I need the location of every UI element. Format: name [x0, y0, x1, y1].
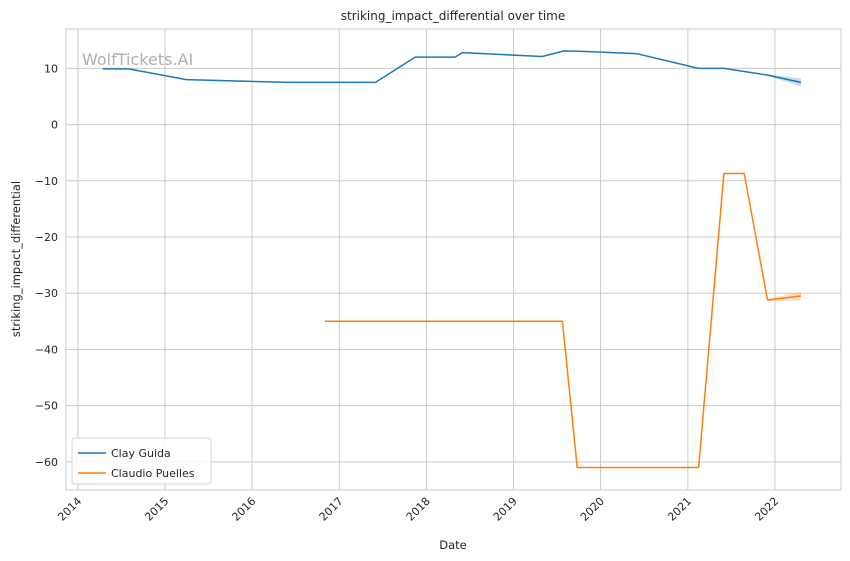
y-axis-label: striking_impact_differential [9, 181, 23, 337]
y-tick-label: −60 [35, 456, 58, 469]
legend-box [71, 437, 212, 485]
y-axis-ticks: 10 0 −10 −20 −30 −40 −50 −60 [35, 62, 58, 469]
y-tick-label: −10 [35, 175, 58, 188]
chart-title: striking_impact_differential over time [341, 9, 566, 23]
y-tick-label: −40 [35, 343, 58, 356]
y-tick-label: 10 [44, 62, 58, 75]
watermark: WolfTickets.AI [82, 50, 193, 69]
series-line-clay-guida [102, 50, 802, 84]
x-axis-label: Date [439, 538, 467, 552]
y-tick-label: −20 [35, 231, 58, 244]
y-tick-label: −50 [35, 400, 58, 413]
y-tick-label: −30 [35, 287, 58, 300]
series-lines [102, 50, 802, 469]
series-line-claudio-puelles [324, 172, 801, 469]
legend-label-claudio-puelles: Claudio Puelles [111, 467, 195, 480]
y-tick-label: 0 [51, 119, 58, 132]
legend-label-clay-guida: Clay Guida [111, 447, 171, 460]
legend: Clay Guida Claudio Puelles [71, 437, 212, 485]
plot-frame [65, 28, 842, 491]
